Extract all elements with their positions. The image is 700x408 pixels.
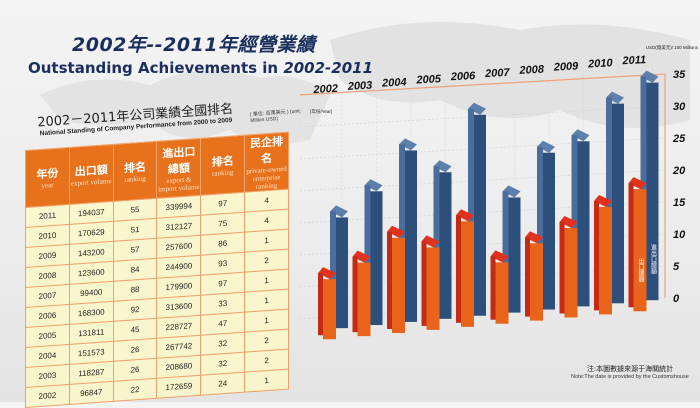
export-bar <box>426 247 440 330</box>
export-bar-side <box>594 200 599 311</box>
y-tick-label: 10 <box>673 229 686 241</box>
export-import-bar <box>405 150 417 322</box>
x-tick-label: 2002 <box>312 83 338 96</box>
export-import-bar <box>508 197 521 313</box>
y-tick-label: 20 <box>672 165 686 177</box>
export-bar-top <box>318 267 336 280</box>
note-cn: 注:本圖數據來源于海關統計 <box>586 365 674 373</box>
export-import-bar-side <box>468 108 474 310</box>
x-tick-label: 2008 <box>518 64 545 77</box>
x-axis-label: (年份/Year) <box>310 108 333 115</box>
export-import-bar-side <box>364 185 371 320</box>
export-bar <box>392 237 405 334</box>
export-import-bar-side <box>571 135 578 301</box>
page-title-en: Outstanding Achievements in 2002-2011 <box>28 59 373 77</box>
export-import-bar-top <box>399 138 417 151</box>
export-bar-side <box>387 231 392 330</box>
export-import-bar-top <box>537 140 555 153</box>
export-bar-side <box>628 183 634 308</box>
x-tick-label: 2003 <box>346 80 372 93</box>
export-import-bar-top <box>571 129 590 142</box>
export-bar-side <box>559 221 565 314</box>
page-title-cn: 2002年--2011年經營業績 <box>72 34 316 56</box>
export-bar-top <box>525 231 543 244</box>
export-bar-side <box>525 237 530 317</box>
x-tick-label: 2007 <box>484 67 511 80</box>
export-bar <box>599 206 612 315</box>
title-en-prefix: Outstanding Achievements in <box>28 59 284 77</box>
y-axis-label: USD(億美元)/ 100 Millions <box>646 44 699 51</box>
export-bar <box>530 243 543 321</box>
export-import-bar-side <box>537 146 543 304</box>
export-import-bar-top <box>364 179 383 192</box>
y-tick-label: 30 <box>673 101 686 113</box>
y-tick-label: 5 <box>673 261 680 273</box>
export-import-bar <box>577 141 590 307</box>
legend-export: 出口總額 <box>637 257 644 283</box>
export-bar-top <box>490 250 509 263</box>
export-import-bar <box>336 217 348 329</box>
export-bar-side <box>490 256 496 320</box>
gridline <box>299 73 666 96</box>
y-tick-label: 15 <box>673 197 686 209</box>
export-bar <box>564 227 578 318</box>
export-bar-side <box>421 241 427 326</box>
gridline <box>299 105 666 128</box>
export-import-bar-side <box>399 144 405 316</box>
export-import-bar <box>474 114 486 316</box>
export-bar-top <box>628 177 647 190</box>
export-bar <box>357 262 371 337</box>
export-bar-side <box>318 273 323 336</box>
source-note: 注:本圖數據來源于海關統計 Note:The date is provided … <box>560 364 700 380</box>
note-en: Note:The date is provided by the Customs… <box>571 374 689 380</box>
x-tick-label: 2005 <box>415 73 442 86</box>
export-import-bar-top <box>502 185 521 198</box>
export-bar <box>633 189 647 312</box>
export-bar-top <box>594 194 612 207</box>
export-bar-top <box>387 225 405 238</box>
export-bar-top <box>352 250 371 263</box>
export-bar-top <box>456 209 474 222</box>
export-bar-top <box>421 235 440 248</box>
export-import-bar <box>646 82 659 301</box>
export-import-bar-top <box>433 160 452 173</box>
x-tick-label: 2006 <box>449 70 476 83</box>
export-bar-top <box>559 215 578 228</box>
export-import-bar-side <box>502 191 509 307</box>
legend-export-import: 進出口總額 <box>650 243 657 275</box>
export-import-bar-side <box>433 166 440 313</box>
x-tick-label: 2009 <box>552 60 579 73</box>
y-tick-label: 25 <box>672 133 686 145</box>
export-import-bar <box>439 172 452 319</box>
export-import-bar-top <box>640 70 659 83</box>
x-tick-label: 2004 <box>381 76 407 89</box>
x-tick-label: 2011 <box>621 54 646 67</box>
x-tick-label: 2010 <box>587 57 614 70</box>
title-en-years: 2002-2011 <box>283 59 374 77</box>
export-bar <box>323 279 336 340</box>
y-tick-label: 0 <box>673 293 680 305</box>
export-import-bar-top <box>330 205 348 218</box>
export-import-bar-side <box>606 97 612 298</box>
export-bar <box>495 262 509 324</box>
export-import-bar <box>612 103 624 304</box>
export-import-bar-side <box>330 211 336 323</box>
export-bar-side <box>352 256 358 333</box>
gridline <box>299 169 666 192</box>
export-import-bar <box>543 152 555 310</box>
export-import-bar-top <box>606 91 624 104</box>
y-tick-label: 35 <box>673 69 686 81</box>
gridline <box>299 137 666 160</box>
export-import-bar <box>370 191 383 326</box>
export-bar-side <box>456 215 461 323</box>
export-bar <box>461 221 474 327</box>
export-import-bar-top <box>468 102 486 115</box>
